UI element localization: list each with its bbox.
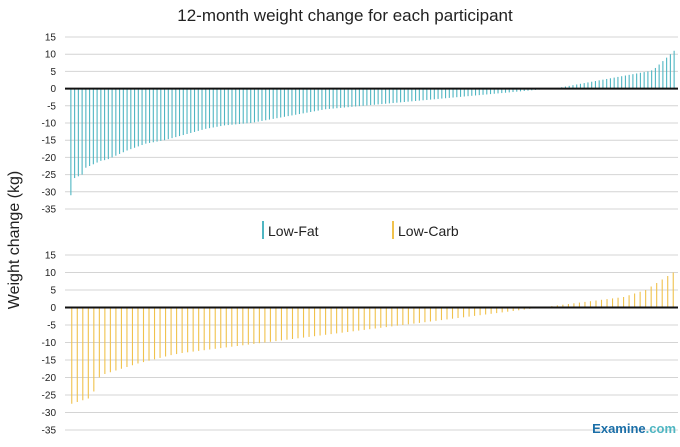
low-fat-panel: 15 10 5 0 -5 -10 -15 -20 -25 -30 -35 [42, 33, 678, 216]
low-fat-y-tick-label: -35 [42, 205, 57, 216]
low-fat-y-tick-label: -20 [42, 153, 57, 164]
low-carb-y-tick-label: 0 [50, 303, 56, 314]
low-carb-y-tick-label: -5 [47, 321, 56, 332]
brand-tld: .com [646, 421, 676, 436]
low-fat-y-tick-label: -15 [42, 136, 57, 147]
low-carb-y-tick-label: -30 [42, 408, 57, 419]
low-carb-y-tick-label: -35 [42, 426, 57, 437]
low-carb-y-tick-label: -10 [42, 338, 57, 349]
low-carb-y-tick-label: -20 [42, 373, 57, 384]
y-axis-label: Weight change (kg) [6, 171, 23, 309]
low-fat-y-tick-label: 5 [50, 67, 56, 78]
low-fat-y-tick-label: -5 [47, 101, 56, 112]
low-fat-y-tick-label: 0 [50, 84, 56, 95]
low-fat-y-tick-label: -30 [42, 187, 57, 198]
low-carb-y-tick-label: 15 [45, 251, 57, 262]
low-fat-y-tick-label: -10 [42, 119, 57, 130]
low-carb-y-tick-label: 5 [50, 286, 56, 297]
low-carb-panel: 15 10 5 0 -5 -10 -15 -20 -25 -30 -35 [42, 251, 678, 437]
brand-name: Examine [592, 421, 645, 436]
low-carb-y-tick-label: -15 [42, 356, 57, 367]
legend: Low-Fat Low-Carb [262, 221, 459, 239]
low-carb-y-tick-label: 10 [45, 268, 57, 279]
low-fat-y-tick-label: 10 [45, 50, 57, 61]
chart-title: 12-month weight change for each particip… [177, 6, 513, 25]
legend-label-low-fat: Low-Fat [268, 223, 319, 239]
brand-logo: Examine.com [592, 421, 676, 436]
low-fat-y-tick-label: -25 [42, 170, 57, 181]
low-fat-y-tick-label: 15 [45, 33, 57, 44]
legend-label-low-carb: Low-Carb [398, 223, 459, 239]
low-carb-y-tick-label: -25 [42, 391, 57, 402]
